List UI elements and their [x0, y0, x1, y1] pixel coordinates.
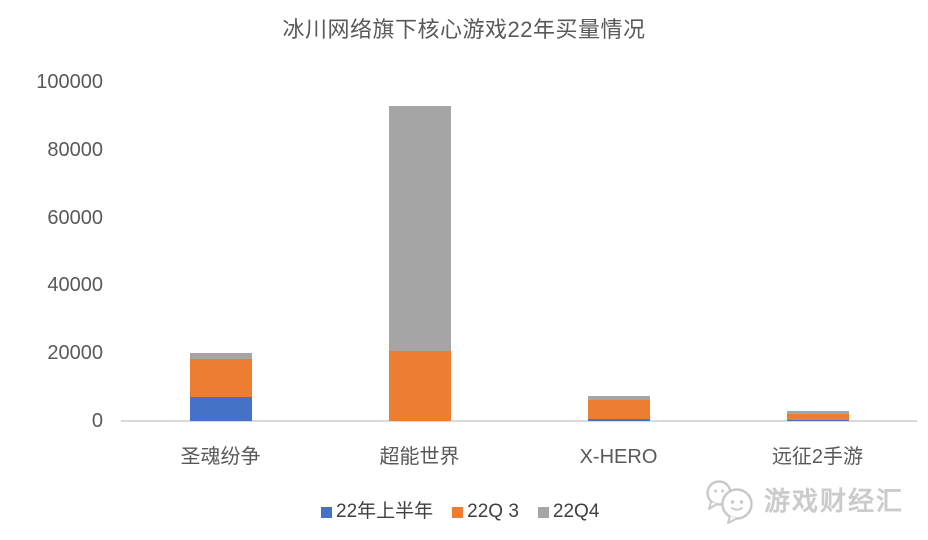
chart-title: 冰川网络旗下核心游戏22年买量情况: [282, 17, 646, 42]
legend-item: 22Q4: [537, 501, 600, 523]
x-axis-category-label: 圣魂纷争: [180, 446, 261, 468]
bar-segment: [388, 105, 451, 352]
y-axis-tick-label: 80000: [47, 138, 103, 161]
y-axis-tick-label: 60000: [47, 206, 103, 229]
y-axis-tick-label: 40000: [47, 274, 103, 297]
legend-label: 22Q 3: [467, 501, 519, 522]
bar-segment: [587, 396, 650, 400]
legend-label: 22年上半年: [336, 501, 434, 522]
x-axis-line: [121, 420, 917, 422]
bar-segment: [189, 396, 252, 421]
watermark-text: 游戏财经汇: [763, 486, 904, 516]
bar-segment: [786, 410, 849, 414]
chat-bubbles-faces-logo-icon: [706, 480, 753, 524]
legend-swatch-icon: [321, 506, 332, 518]
legend-swatch-icon: [537, 506, 549, 518]
legend-label: 22Q4: [552, 501, 600, 522]
legend-item: 22年上半年: [321, 501, 433, 523]
bar-segment: [189, 358, 252, 397]
bar-segment: [786, 413, 849, 420]
bar-segment: [786, 419, 849, 421]
watermark: 游戏财经汇: [702, 478, 904, 524]
legend-swatch-icon: [452, 506, 464, 518]
bar-segment: [587, 400, 650, 419]
x-axis-category-label: 远征2手游: [771, 446, 864, 468]
x-axis-category-label: 超能世界: [379, 446, 460, 468]
y-axis-tick-label: 100000: [36, 71, 103, 93]
legend: 22年上半年 22Q 3 22Q4: [321, 501, 599, 523]
legend-item: 22Q 3: [452, 501, 519, 523]
bar-segment: [587, 418, 650, 421]
y-axis-tick-label: 0: [91, 410, 103, 432]
y-axis-tick-label: 20000: [47, 342, 103, 365]
bar-segment: [189, 353, 252, 359]
x-axis-category-label: X-HERO: [579, 446, 658, 468]
bar-segment: [388, 351, 451, 421]
